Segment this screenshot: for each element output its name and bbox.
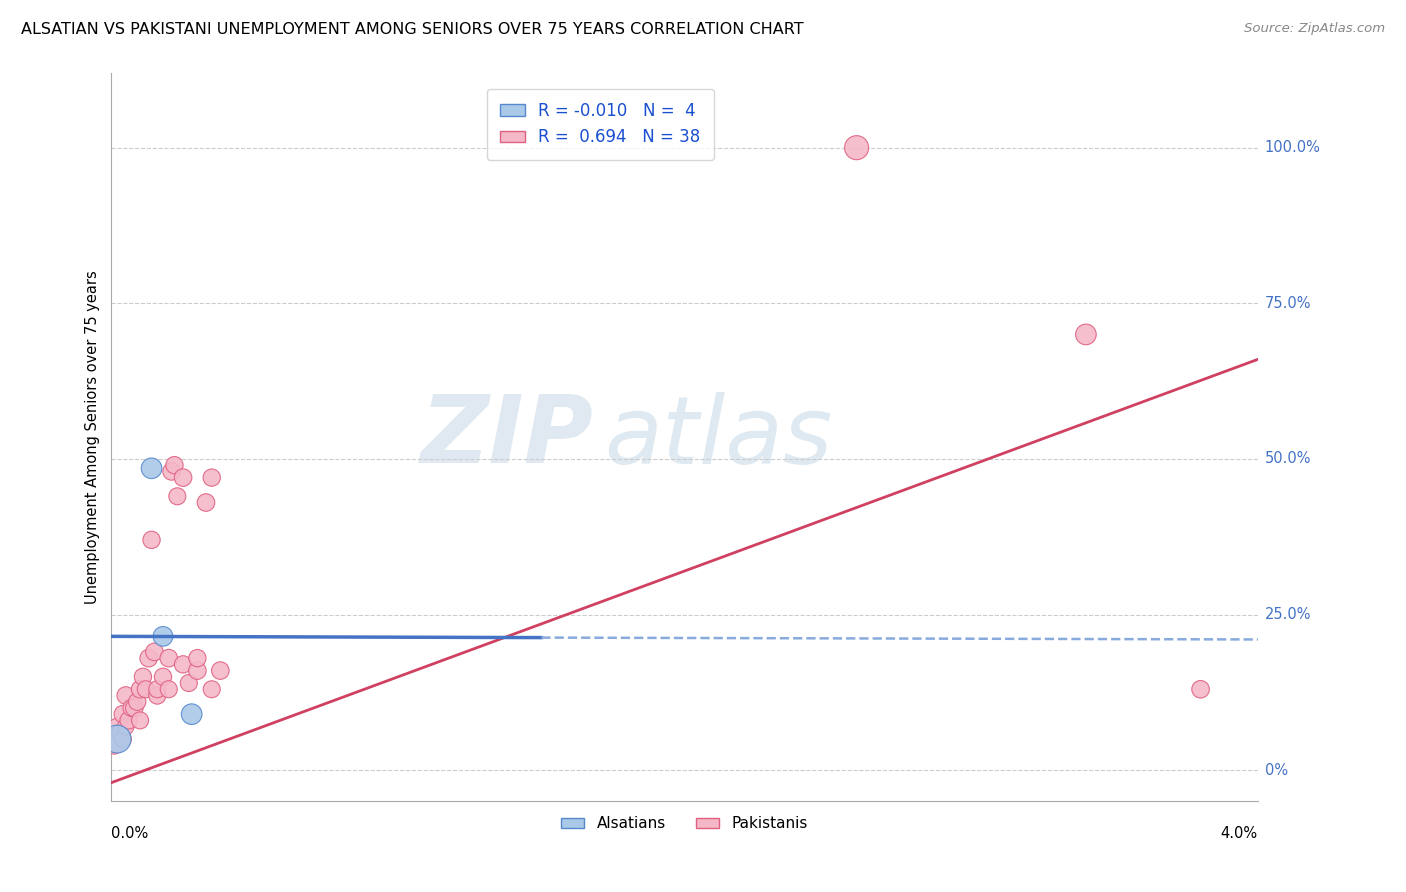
- Point: [121, 701, 143, 715]
- Point: [1189, 682, 1212, 697]
- Point: [124, 701, 146, 715]
- Point: [152, 670, 174, 684]
- Point: [209, 664, 232, 678]
- Point: [127, 695, 149, 709]
- Point: [172, 470, 194, 484]
- Text: atlas: atlas: [605, 392, 832, 483]
- Point: [166, 489, 188, 503]
- Point: [845, 141, 868, 155]
- Text: 75.0%: 75.0%: [1265, 296, 1312, 310]
- Point: [105, 732, 128, 747]
- Point: [186, 664, 208, 678]
- Point: [180, 707, 202, 722]
- Point: [111, 732, 134, 747]
- Text: 50.0%: 50.0%: [1265, 451, 1312, 467]
- Point: [108, 726, 131, 740]
- Point: [163, 458, 186, 472]
- Point: [186, 651, 208, 665]
- Point: [129, 714, 152, 728]
- Text: 0.0%: 0.0%: [111, 826, 149, 841]
- Point: [105, 720, 128, 734]
- Point: [138, 651, 160, 665]
- Point: [157, 651, 180, 665]
- Point: [141, 533, 163, 547]
- Point: [111, 707, 134, 722]
- Point: [172, 657, 194, 672]
- Point: [132, 670, 155, 684]
- Point: [201, 470, 224, 484]
- Point: [146, 682, 169, 697]
- Point: [195, 495, 218, 509]
- Text: 0%: 0%: [1265, 763, 1288, 778]
- Point: [114, 689, 136, 703]
- Y-axis label: Unemployment Among Seniors over 75 years: Unemployment Among Seniors over 75 years: [86, 270, 100, 604]
- Point: [177, 676, 200, 690]
- Point: [103, 739, 125, 753]
- Text: 100.0%: 100.0%: [1265, 140, 1320, 155]
- Point: [1074, 327, 1097, 342]
- Point: [141, 461, 163, 475]
- Point: [135, 682, 157, 697]
- Point: [114, 720, 136, 734]
- Text: ALSATIAN VS PAKISTANI UNEMPLOYMENT AMONG SENIORS OVER 75 YEARS CORRELATION CHART: ALSATIAN VS PAKISTANI UNEMPLOYMENT AMONG…: [21, 22, 804, 37]
- Legend: Alsatians, Pakistanis: Alsatians, Pakistanis: [555, 810, 814, 838]
- Point: [160, 464, 183, 478]
- Text: 25.0%: 25.0%: [1265, 607, 1312, 622]
- Point: [201, 682, 224, 697]
- Text: Source: ZipAtlas.com: Source: ZipAtlas.com: [1244, 22, 1385, 36]
- Point: [146, 689, 169, 703]
- Text: ZIP: ZIP: [420, 392, 593, 483]
- Point: [117, 714, 139, 728]
- Text: 4.0%: 4.0%: [1220, 826, 1258, 841]
- Point: [143, 645, 166, 659]
- Point: [157, 682, 180, 697]
- Point: [152, 629, 174, 643]
- Point: [129, 682, 152, 697]
